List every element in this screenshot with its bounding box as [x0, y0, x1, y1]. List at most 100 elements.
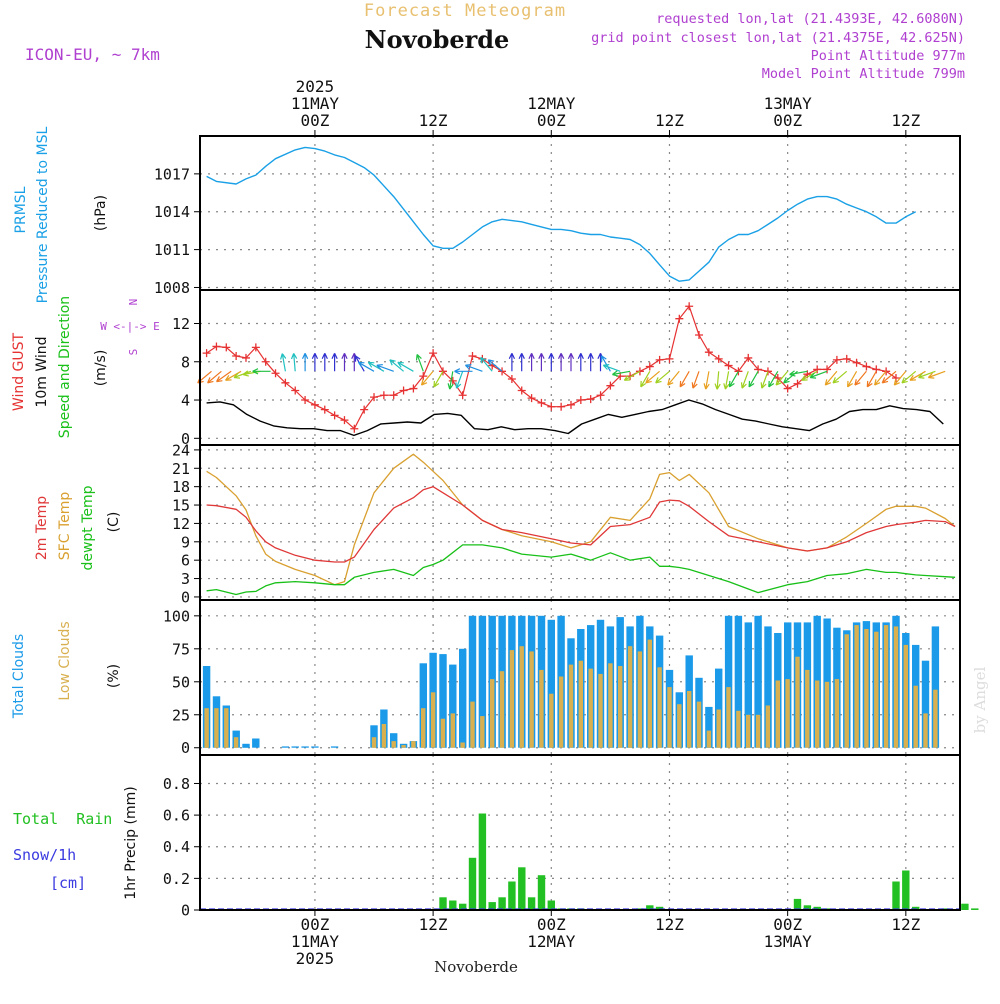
gust-marker — [330, 411, 339, 420]
pressure-tick-label: 1011 — [154, 241, 190, 259]
wind-direction-arrow — [464, 364, 483, 372]
gust-marker — [596, 391, 605, 400]
total-cloud-bar — [252, 738, 260, 748]
rain-bar — [508, 881, 516, 910]
wind-direction-arrow — [215, 370, 232, 383]
bottom-time-label: 12Z — [891, 915, 920, 934]
wind-tick-label: 8 — [181, 353, 190, 371]
wind-direction-arrow — [728, 371, 739, 388]
gust-marker — [448, 376, 457, 385]
total-cloud-bar — [390, 733, 398, 748]
gust-marker — [429, 349, 438, 358]
cloud-panel-labels: Total Clouds Low Clouds (%) — [11, 621, 122, 719]
gust-marker — [645, 362, 654, 371]
precip-frame — [199, 754, 961, 911]
top-time-label: 13MAY — [764, 94, 813, 113]
low-cloud-bar — [381, 724, 387, 748]
wind-direction-arrow — [655, 370, 670, 384]
top-time-label: 2025 — [296, 77, 335, 96]
clouds-tick-label: 75 — [172, 640, 190, 658]
low-cloud-bar — [923, 713, 928, 748]
low-cloud-bar — [795, 656, 800, 748]
low-cloud-bar — [706, 730, 712, 748]
wind-direction-arrow — [577, 353, 584, 372]
low-clouds-label: Low Clouds — [57, 621, 73, 700]
low-cloud-bar — [558, 676, 564, 748]
low-cloud-bar — [539, 669, 544, 748]
top-time-label: 12Z — [655, 111, 684, 130]
wind-direction-arrow — [455, 371, 464, 389]
total-cloud-bar — [468, 615, 477, 748]
footer-location: Novoberde — [434, 958, 518, 976]
total-cloud-bar — [242, 743, 250, 748]
low-cloud-bar — [401, 745, 406, 748]
low-cloud-bar — [490, 679, 495, 748]
low-cloud-bar — [529, 651, 534, 748]
low-cloud-bar — [815, 680, 820, 748]
low-cloud-bar — [608, 663, 613, 748]
wind-direction-arrow — [290, 353, 298, 372]
bottom-time-label: 00Z — [773, 915, 802, 934]
wind-direction-arrow — [881, 370, 897, 384]
low-cloud-bar — [883, 625, 889, 748]
bottom-time-label: 11MAY — [291, 932, 340, 951]
total-cloud-bar — [478, 615, 487, 748]
wind-direction-arrow — [389, 359, 404, 372]
precip-tick-label: 0.6 — [163, 807, 190, 825]
gust-marker — [813, 365, 822, 374]
wind-direction-arrow — [311, 353, 319, 372]
gust-marker — [744, 353, 753, 362]
total-cloud-bar — [754, 615, 762, 748]
rain-bar — [449, 900, 457, 910]
total-cloud-bar — [921, 660, 930, 748]
low-cloud-bar — [637, 651, 643, 748]
temp-tick-label: 9 — [181, 533, 190, 551]
wind-direction-arrow — [789, 370, 808, 377]
gust-marker — [202, 349, 211, 358]
low-cloud-bar — [824, 681, 830, 748]
wind-direction-arrow — [357, 361, 375, 372]
pressure-tick-label: 1008 — [154, 279, 190, 297]
wind10-line — [206, 399, 944, 437]
total-cloud-bar — [449, 664, 457, 748]
wind-direction-arrow — [809, 370, 828, 379]
wind-direction-arrow — [341, 353, 348, 372]
low-cloud-bar — [450, 713, 455, 748]
rain-bar — [478, 813, 487, 910]
gust-marker — [458, 391, 467, 400]
total-cloud-bar — [744, 622, 752, 748]
wind-tick-label: 4 — [181, 392, 190, 410]
rain-bar — [961, 903, 969, 910]
low-cloud-bar — [647, 639, 652, 748]
gust-marker — [251, 343, 260, 352]
wind-direction-arrow — [854, 370, 867, 386]
wind-direction-arrow — [321, 353, 328, 372]
pressure-panel-labels: PRMSL Pressure Reduced to MSL (hPa) — [13, 126, 109, 303]
total-cloud-bar — [330, 746, 339, 748]
low-cloud-bar — [755, 714, 761, 748]
total-rain-label: Total Rain — [13, 810, 112, 828]
low-cloud-bar — [371, 737, 377, 748]
gust-marker — [695, 330, 704, 339]
total-cloud-bar — [734, 615, 743, 748]
total-cloud-bar — [459, 648, 467, 748]
compass-south: S — [127, 349, 140, 356]
temp-tick-label: 12 — [172, 515, 190, 533]
gust-marker — [586, 395, 595, 404]
wind-direction-arrow — [874, 370, 887, 386]
wind-direction-arrow — [679, 371, 690, 388]
wind-direction-arrow — [367, 361, 385, 372]
bottom-time-label: 12Z — [419, 915, 448, 934]
wind-direction-arrow — [301, 353, 309, 372]
dewpt-line — [206, 544, 956, 596]
low-cloud-bar — [854, 625, 859, 748]
low-cloud-bar — [874, 631, 879, 748]
requested-coords: requested lon,lat (21.4393E, 42.6080N) — [656, 11, 965, 27]
wind-direction-arrow — [538, 353, 545, 372]
gust-marker — [241, 353, 250, 362]
wind-direction-arrow — [775, 370, 789, 386]
gust-marker — [852, 358, 861, 367]
low-cloud-bar — [687, 691, 692, 748]
gust-marker — [320, 405, 329, 414]
